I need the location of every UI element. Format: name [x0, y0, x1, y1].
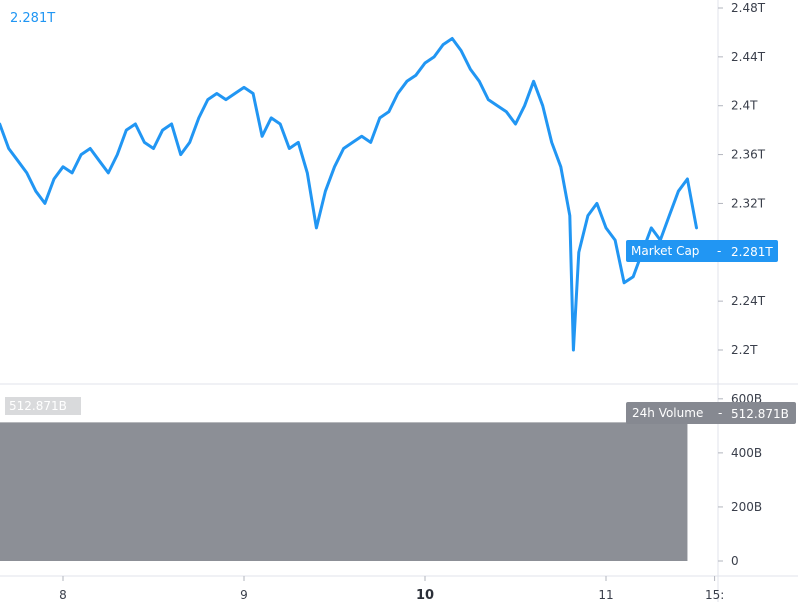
price-tick-label: 2.2T: [731, 343, 758, 357]
price-tick-label: 2.48T: [731, 1, 766, 15]
time-tick-label: 9: [240, 588, 248, 602]
volume-current-label: 24h Volume - 512.871B: [626, 402, 796, 424]
volume-area: [0, 422, 688, 561]
volume-tick-label: 0: [731, 554, 739, 568]
market-cap-last-value: 2.281T: [10, 11, 55, 26]
volume-legend-bg: [5, 397, 81, 415]
volume-label-bg: [626, 402, 796, 424]
market-cap-label-bg: [626, 240, 778, 262]
market-cap-label-name: Market Cap: [631, 244, 699, 258]
volume-label-dash: -: [718, 406, 722, 420]
time-axis: 8 9 10 11 15:: [59, 576, 724, 602]
volume-tick-label: 400B: [731, 446, 762, 460]
market-cap-label-dash: -: [717, 244, 721, 258]
market-cap-line: [0, 37, 698, 352]
price-tick-label: 2.44T: [731, 50, 766, 64]
time-tick-label: 8: [59, 588, 67, 602]
time-tick-label: 10: [416, 588, 434, 602]
time-tick-label: 11: [598, 588, 613, 602]
price-tick-label: 2.24T: [731, 294, 766, 308]
price-tick-label: 2.4T: [731, 99, 758, 113]
volume-label-name: 24h Volume: [632, 406, 703, 420]
market-cap-current-label: Market Cap - 2.281T: [626, 240, 778, 262]
price-tick-label: 2.32T: [731, 196, 766, 210]
market-cap-series: [0, 37, 698, 352]
time-tick-label: 15:: [705, 588, 724, 602]
volume-label-value: 512.871B: [731, 407, 789, 421]
market-cap-label-value: 2.281T: [731, 245, 773, 259]
price-tick-label: 2.36T: [731, 148, 766, 162]
volume-series: [0, 422, 688, 561]
volume-legend-value: 512.871B: [9, 399, 67, 413]
volume-tick-label: 200B: [731, 500, 762, 514]
